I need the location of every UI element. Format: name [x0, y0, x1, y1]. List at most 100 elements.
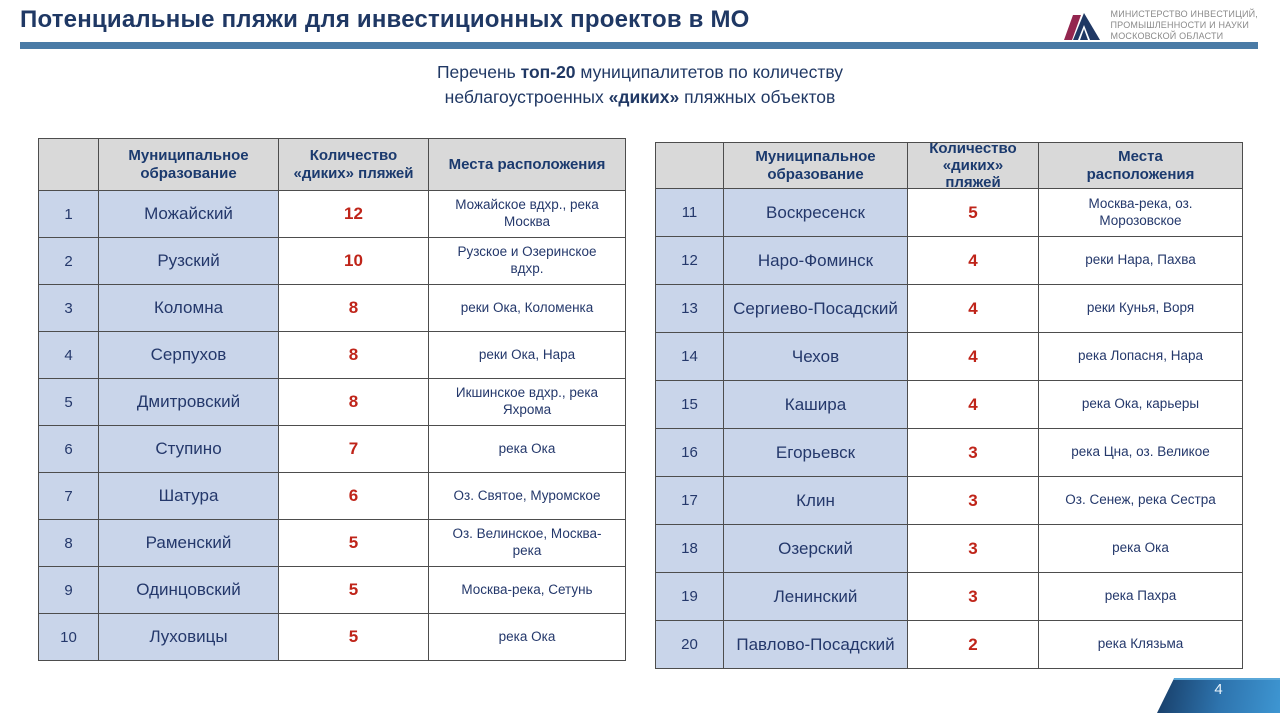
municipality-cell: Чехов — [724, 333, 908, 381]
municipality-cell: Егорьевск — [724, 429, 908, 477]
municipality-cell: Рузский — [99, 238, 279, 285]
municipality-cell: Кашира — [724, 381, 908, 429]
rank-cell: 16 — [656, 429, 724, 477]
count-cell: 6 — [279, 473, 429, 520]
rank-cell: 20 — [656, 621, 724, 669]
location-cell: реки Ока, Нара — [429, 332, 626, 379]
municipality-cell: Можайский — [99, 191, 279, 238]
count-cell: 3 — [908, 477, 1039, 525]
location-cell: река Ока — [429, 426, 626, 473]
subtitle-line-1: Перечень топ-20 муниципалитетов по колич… — [436, 62, 844, 82]
rank-cell: 8 — [39, 520, 99, 567]
location-cell: Рузское и Озеринское вдхр. — [429, 238, 626, 285]
ministry-logo-icon — [1063, 10, 1102, 41]
municipality-cell: Серпухов — [99, 332, 279, 379]
location-cell: Икшинское вдхр., река Яхрома — [429, 379, 626, 426]
location-cell: река Ока — [1039, 525, 1243, 573]
count-cell: 4 — [908, 285, 1039, 333]
beach-table-left: Муниципальное образование Количество «ди… — [38, 138, 626, 661]
municipality-cell: Коломна — [99, 285, 279, 332]
header-municipality: Муниципальное образование — [724, 143, 908, 189]
location-cell: реки Нара, Пахва — [1039, 237, 1243, 285]
location-cell: Москва-река, оз. Морозовское — [1039, 189, 1243, 237]
location-cell: река Пахра — [1039, 573, 1243, 621]
count-cell: 8 — [279, 332, 429, 379]
header-municipality: Муниципальное образование — [99, 139, 279, 191]
count-cell: 5 — [279, 567, 429, 614]
rank-cell: 19 — [656, 573, 724, 621]
municipality-cell: Одинцовский — [99, 567, 279, 614]
municipality-cell: Сергиево-Посадский — [724, 285, 908, 333]
header-rank — [656, 143, 724, 189]
count-cell: 7 — [279, 426, 429, 473]
count-cell: 3 — [908, 525, 1039, 573]
municipality-cell: Ступино — [99, 426, 279, 473]
rank-cell: 6 — [39, 426, 99, 473]
count-cell: 3 — [908, 573, 1039, 621]
count-cell: 5 — [279, 614, 429, 661]
rank-cell: 7 — [39, 473, 99, 520]
municipality-cell: Павлово-Посадский — [724, 621, 908, 669]
rank-cell: 13 — [656, 285, 724, 333]
title-underline — [20, 42, 1258, 49]
rank-cell: 4 — [39, 332, 99, 379]
beach-table-right: Муниципальное образование Количество «ди… — [655, 140, 1243, 669]
location-cell: река Клязьма — [1039, 621, 1243, 669]
municipality-cell: Луховицы — [99, 614, 279, 661]
header-count: Количество «диких» пляжей — [908, 140, 1039, 191]
rank-cell: 15 — [656, 381, 724, 429]
logo-text-line: МИНИСТЕРСТВО ИНВЕСТИЦИЙ, — [1110, 9, 1258, 19]
page-number-badge: 4 — [1157, 678, 1280, 713]
rank-cell: 5 — [39, 379, 99, 426]
page-title: Потенциальные пляжи для инвестиционных п… — [20, 6, 750, 33]
municipality-cell: Озерский — [724, 525, 908, 573]
count-cell: 8 — [279, 379, 429, 426]
location-cell: реки Ока, Коломенка — [429, 285, 626, 332]
count-cell: 10 — [279, 238, 429, 285]
location-cell: Оз. Сенеж, река Сестра — [1039, 477, 1243, 525]
header-location: Места расположения — [429, 139, 626, 191]
count-cell: 4 — [908, 333, 1039, 381]
count-cell: 12 — [279, 191, 429, 238]
count-cell: 5 — [279, 520, 429, 567]
location-cell: река Цна, оз. Великое — [1039, 429, 1243, 477]
count-cell: 3 — [908, 429, 1039, 477]
header-rank — [39, 139, 99, 191]
location-cell: Оз. Святое, Муромское — [429, 473, 626, 520]
municipality-cell: Шатура — [99, 473, 279, 520]
count-cell: 8 — [279, 285, 429, 332]
municipality-cell: Ленинский — [724, 573, 908, 621]
count-cell: 2 — [908, 621, 1039, 669]
rank-cell: 12 — [656, 237, 724, 285]
rank-cell: 10 — [39, 614, 99, 661]
location-cell: Оз. Велинское, Москва-река — [429, 520, 626, 567]
ministry-logo-text: МИНИСТЕРСТВО ИНВЕСТИЦИЙ, ПРОМЫШЛЕННОСТИ … — [1111, 9, 1258, 42]
municipality-cell: Дмитровский — [99, 379, 279, 426]
location-cell: река Ока, карьеры — [1039, 381, 1243, 429]
header-location: Места расположения — [1039, 143, 1243, 189]
logo-text-line: МОСКОВСКОЙ ОБЛАСТИ — [1110, 30, 1224, 41]
rank-cell: 3 — [39, 285, 99, 332]
municipality-cell: Воскресенск — [724, 189, 908, 237]
header-count: Количество «диких» пляжей — [279, 139, 429, 191]
rank-cell: 1 — [39, 191, 99, 238]
rank-cell: 14 — [656, 333, 724, 381]
municipality-cell: Наро-Фоминск — [724, 237, 908, 285]
page-number: 4 — [1214, 681, 1223, 698]
rank-cell: 18 — [656, 525, 724, 573]
rank-cell: 9 — [39, 567, 99, 614]
location-cell: река Ока — [429, 614, 626, 661]
count-cell: 4 — [908, 381, 1039, 429]
slide-subtitle: Перечень топ-20 муниципалитетов по колич… — [0, 60, 1280, 111]
municipality-cell: Раменский — [99, 520, 279, 567]
location-cell: Москва-река, Сетунь — [429, 567, 626, 614]
location-cell: река Лопасня, Нара — [1039, 333, 1243, 381]
rank-cell: 2 — [39, 238, 99, 285]
subtitle-line-2: неблагоустроенных «диких» пляжных объект… — [444, 87, 836, 108]
count-cell: 5 — [908, 189, 1039, 237]
ministry-logo: МИНИСТЕРСТВО ИНВЕСТИЦИЙ, ПРОМЫШЛЕННОСТИ … — [1063, 9, 1258, 42]
location-cell: реки Кунья, Воря — [1039, 285, 1243, 333]
location-cell: Можайское вдхр., река Москва — [429, 191, 626, 238]
rank-cell: 17 — [656, 477, 724, 525]
